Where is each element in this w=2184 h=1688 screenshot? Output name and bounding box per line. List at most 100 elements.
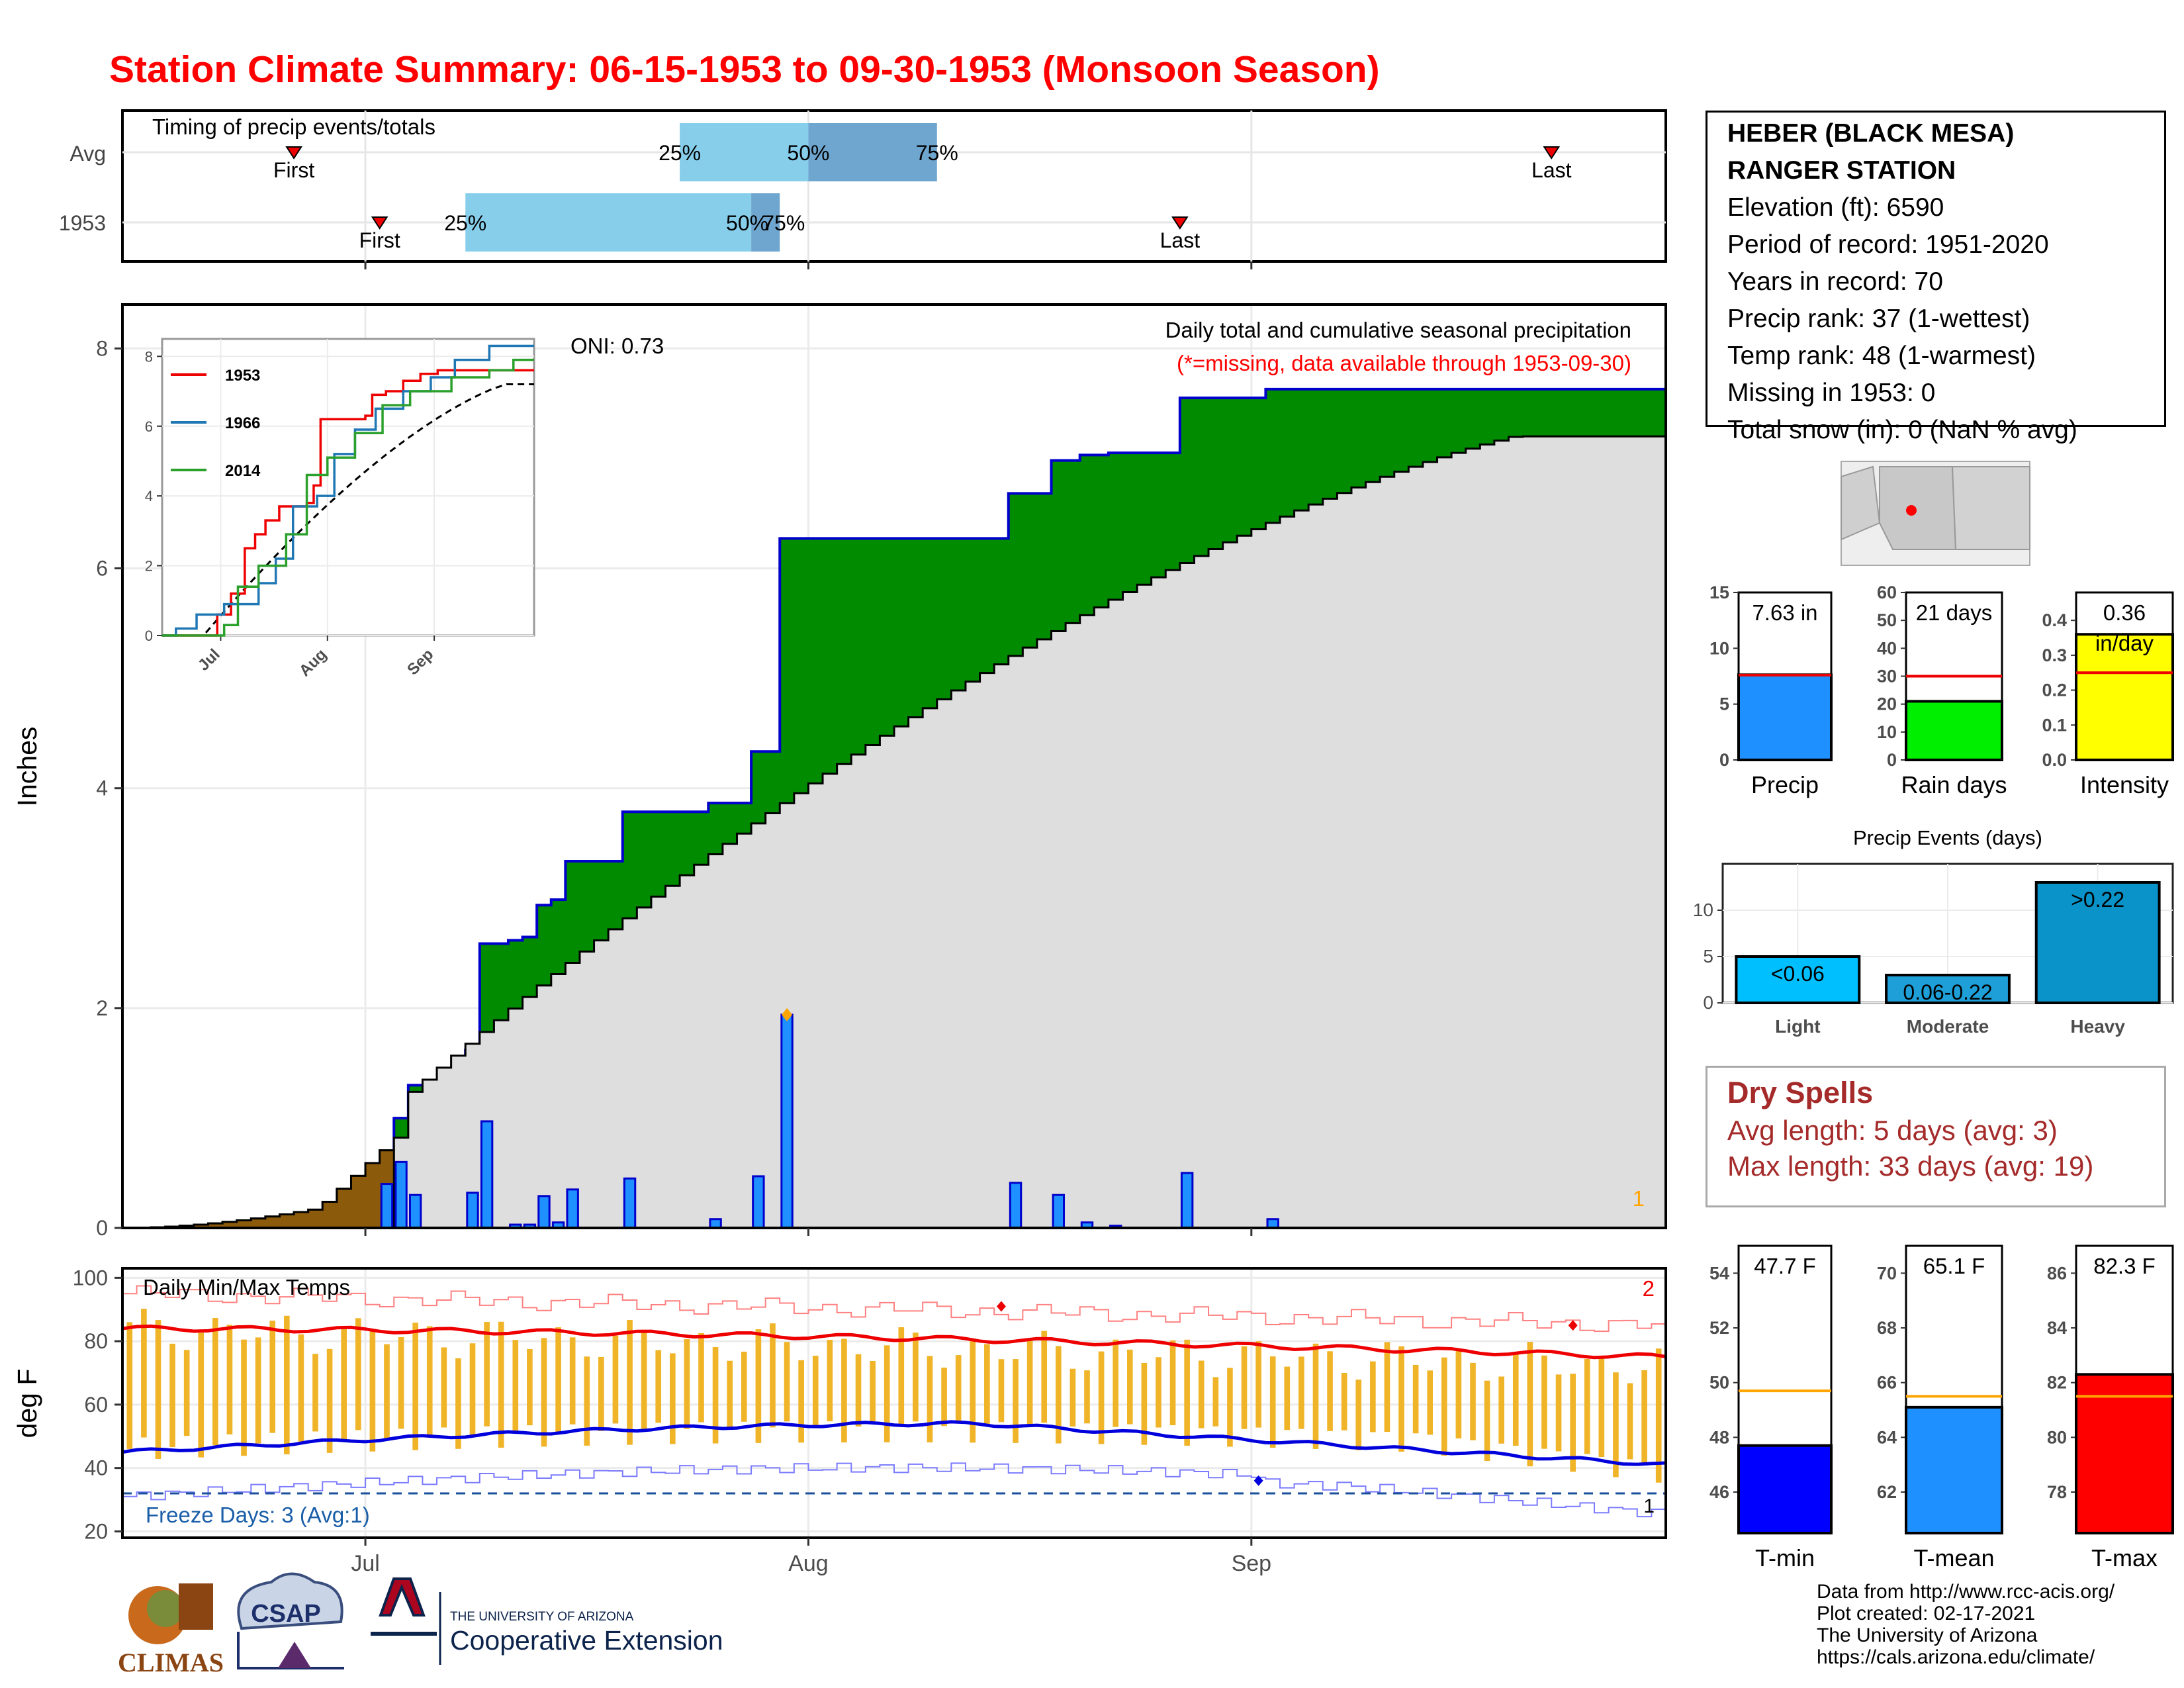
svg-text:THE UNIVERSITY OF ARIZONA: THE UNIVERSITY OF ARIZONA: [450, 1610, 634, 1624]
avg-tmax-line: [122, 1324, 1666, 1360]
daily-temp-bar: [1298, 1356, 1304, 1429]
timeline-label-q25: 25%: [659, 141, 701, 165]
timeline-bar-q50-q75: [808, 123, 937, 181]
timeline-marker-last: [1543, 146, 1561, 160]
temp-ytick-label: 80: [84, 1329, 108, 1353]
summary-ytick-label: 46: [1709, 1482, 1729, 1502]
daily-temp-bar: [1370, 1361, 1376, 1432]
daily-temp-bar: [970, 1339, 976, 1443]
daily-temp-bar: [855, 1354, 862, 1427]
summary-ytick-label: 20: [1877, 694, 1897, 714]
daily-temp-bar: [1427, 1370, 1433, 1435]
dry-spells-title: Dry Spells: [1727, 1076, 1874, 1109]
temp-xtick-label: Sep: [1232, 1551, 1272, 1576]
summary-category-label: Precip: [1751, 771, 1819, 798]
daily-temp-bar: [741, 1351, 747, 1422]
summary-ytick-label: 48: [1709, 1427, 1729, 1447]
daily-temp-bar: [612, 1335, 619, 1424]
summary-value-label: 82.3 F: [2093, 1254, 2156, 1278]
temp-ylabel: deg F: [12, 1369, 42, 1438]
timeline-label-first: First: [273, 158, 314, 182]
daily-temp-bar: [1555, 1374, 1562, 1452]
summary-value-label: 65.1 F: [1923, 1254, 1985, 1278]
summary-ytick-label: 50: [1709, 1373, 1729, 1393]
record-high-line: [122, 1285, 1666, 1333]
daily-temp-bar: [1541, 1355, 1547, 1449]
daily-temp-bar: [1156, 1357, 1161, 1428]
daily-temp-bar: [469, 1343, 476, 1435]
daily-temp-bar: [569, 1337, 576, 1425]
station-temp-rank: Temp rank: 48 (1-warmest): [1727, 342, 2036, 370]
daily-precip-bar: [380, 1183, 394, 1228]
summary-ytick-label: 50: [1877, 610, 1897, 630]
timeline-marker-first: [371, 216, 388, 230]
summary-ytick-label: 0.3: [2042, 645, 2067, 665]
events-title: Precip Events (days): [1853, 826, 2042, 849]
summary-ytick-label: 60: [1877, 583, 1897, 602]
inset-legend-label: 2014: [225, 462, 261, 480]
daily-temp-bar: [298, 1334, 304, 1442]
daily-temp-bar: [1013, 1359, 1019, 1443]
daily-temp-bar: [1570, 1374, 1576, 1472]
daily-temp-bar: [1498, 1376, 1505, 1444]
events-bar-label: <0.06: [1771, 962, 1825, 986]
daily-temp-bar: [1198, 1360, 1205, 1429]
inset-ytick-label: 8: [145, 348, 153, 365]
daily-temp-bar: [712, 1346, 719, 1444]
daily-precip-bar: [780, 1013, 794, 1228]
daily-temp-bar: [1613, 1372, 1619, 1477]
daily-temp-bar: [355, 1318, 361, 1430]
daily-temp-bar: [441, 1347, 447, 1428]
summary-value-label: 7.63 in: [1752, 600, 1817, 625]
precip-ytick-label: 6: [96, 557, 108, 581]
station-info-box: HEBER (BLACK MESA) RANGER STATION Elevat…: [1706, 111, 2166, 444]
temp-corner-high: 2: [1643, 1276, 1655, 1301]
daily-temp-bar: [941, 1368, 947, 1427]
oni-label: ONI: 0.73: [570, 334, 664, 358]
timeline-label-q25: 25%: [444, 211, 486, 235]
events-ytick-label: 5: [1703, 946, 1713, 966]
credit-line: Data from http://www.rcc-acis.org/: [1817, 1581, 2115, 1603]
temp-xtick-label: Jul: [351, 1551, 379, 1576]
summary-category-label: T-max: [2091, 1544, 2158, 1571]
daily-temp-bar: [1455, 1349, 1462, 1438]
csap-logo: CSAP: [237, 1572, 344, 1669]
daily-temp-bar: [1241, 1346, 1248, 1429]
timeline-label-last: Last: [1531, 158, 1572, 182]
summary-ytick-label: 40: [1877, 638, 1897, 658]
daily-temp-bar: [1398, 1346, 1404, 1452]
daily-temp-bar: [884, 1345, 890, 1442]
daily-temp-bar: [155, 1320, 161, 1459]
daily-temp-bar: [1512, 1354, 1519, 1446]
daily-temp-bar: [641, 1329, 647, 1430]
daily-temp-bar: [1584, 1358, 1590, 1454]
precip-corner-note: 1: [1633, 1186, 1645, 1211]
summary-ytick-label: 0.4: [2042, 610, 2067, 630]
station-snow: Total snow (in): 0 (NaN % avg): [1727, 416, 2077, 444]
daily-temp-bar: [1169, 1340, 1176, 1426]
daily-temp-bar: [555, 1327, 561, 1432]
timeline-title: Timing of precip events/totals: [152, 115, 435, 139]
precip-ytick-label: 8: [96, 336, 108, 360]
timeline-bar-q50-q75: [751, 193, 780, 252]
daily-temp-bar: [369, 1331, 376, 1452]
daily-temp-bar: [326, 1348, 333, 1453]
daily-temp-bar: [1484, 1380, 1490, 1462]
summary-ytick-label: 10: [1877, 722, 1897, 742]
daily-precip-bar: [1180, 1172, 1194, 1228]
daily-temp-bar: [1255, 1341, 1261, 1428]
station-elevation: Elevation (ft): 6590: [1727, 193, 1944, 222]
daily-precip-bar: [1052, 1194, 1066, 1228]
daily-temp-bar: [1055, 1346, 1062, 1444]
temp-corner-low: 1: [1643, 1495, 1655, 1517]
summary-ytick-label: 0.0: [2042, 750, 2067, 770]
events-ytick-label: 10: [1693, 900, 1713, 920]
precip-title: Daily total and cumulative seasonal prec…: [1165, 318, 1631, 342]
daily-temp-bar: [1355, 1380, 1362, 1450]
daily-temp-bar: [1141, 1362, 1148, 1445]
daily-temp-bar: [1069, 1368, 1076, 1427]
daily-temp-bar: [770, 1323, 776, 1428]
credit-line: The University of Arizona: [1817, 1624, 2038, 1646]
timeline-bar-q25-q50: [680, 123, 809, 181]
daily-temp-bar: [198, 1333, 205, 1458]
